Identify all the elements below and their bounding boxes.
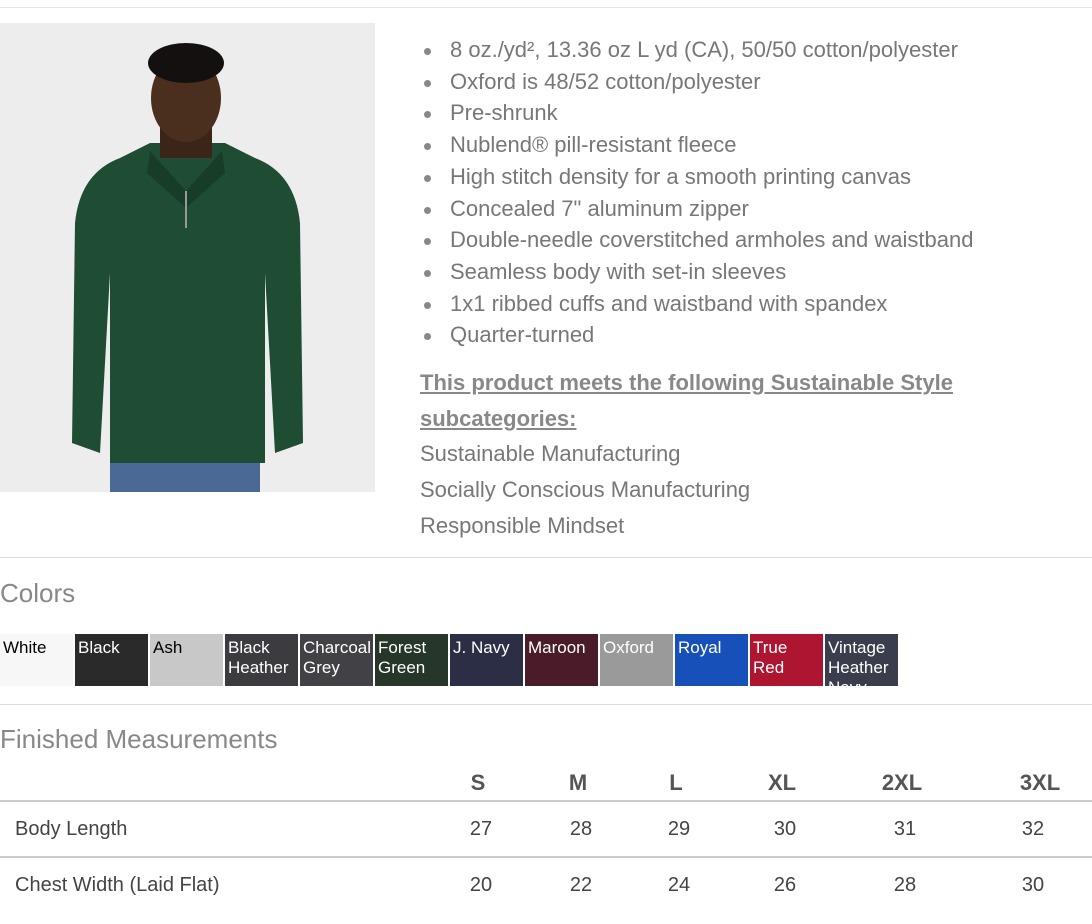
size-header: XL [767,770,797,795]
size-header: S [470,770,486,795]
measurement-value: 32 [1021,818,1045,840]
color-swatch[interactable]: Vintage Heather Navy [825,634,899,686]
color-swatch[interactable]: J. Navy [450,634,524,686]
color-swatch[interactable]: Royal [675,634,749,686]
color-swatch[interactable]: Charcoal Grey [300,634,374,686]
measurement-value: 30 [773,818,797,840]
color-swatch[interactable]: Forest Green [375,634,449,686]
feature-item: Pre-shrunk [423,97,973,129]
feature-item: Oxford is 48/52 cotton/polyester [423,66,973,98]
color-swatch[interactable]: White [0,634,74,686]
measurement-value: 31 [893,818,917,840]
row-label: Body Length [15,818,128,840]
color-swatch[interactable]: Maroon [525,634,599,686]
color-swatch[interactable]: Black Heather [225,634,299,686]
measurement-value: 20 [469,874,493,896]
feature-item: 1x1 ribbed cuffs and waistband with span… [423,288,973,320]
divider [0,557,1092,558]
divider [0,7,1092,8]
feature-item: Concealed 7" aluminum zipper [423,193,973,225]
size-header: L [669,770,683,795]
measurement-value: 22 [569,874,593,896]
size-header: 2XL [881,770,923,795]
divider [0,704,1092,705]
feature-item: Nublend® pill-resistant fleece [423,129,973,161]
feature-item: Seamless body with set-in sleeves [423,256,973,288]
measurement-value: 30 [1021,874,1045,896]
feature-item: High stitch density for a smooth printin… [423,161,973,193]
measurements-heading: Finished Measurements [0,724,278,754]
feature-item: 8 oz./yd², 13.36 oz L yd (CA), 50/50 cot… [423,34,973,66]
size-header: M [568,770,588,795]
feature-item: Quarter-turned [423,319,973,351]
color-swatch[interactable]: Black [75,634,149,686]
sustainable-style-link[interactable]: This product meets the following Sustain… [420,370,953,431]
measurement-value: 29 [667,818,691,840]
color-swatch[interactable]: Ash [150,634,224,686]
color-swatch[interactable]: True Red [750,634,824,686]
divider [0,856,1092,858]
sustainable-item: Sustainable Manufacturing [420,441,681,466]
size-header: 3XL [1019,770,1061,795]
product-image [0,23,375,492]
measurement-value: 27 [469,818,493,840]
color-swatch[interactable]: Oxford [600,634,674,686]
sustainable-item: Socially Conscious Manufacturing [420,477,751,502]
measurement-value: 24 [667,874,691,896]
feature-list: 8 oz./yd², 13.36 oz L yd (CA), 50/50 cot… [420,34,973,351]
sustainable-list: Sustainable Manufacturing Socially Consc… [420,436,750,544]
measurement-value: 26 [773,874,797,896]
measurement-value: 28 [569,818,593,840]
row-label: Chest Width (Laid Flat) [15,874,220,896]
measurement-value: 28 [893,874,917,896]
divider [0,800,1092,802]
feature-item: Double-needle coverstitched armholes and… [423,224,973,256]
sustainable-item: Responsible Mindset [420,513,625,538]
colors-heading: Colors [0,578,76,608]
